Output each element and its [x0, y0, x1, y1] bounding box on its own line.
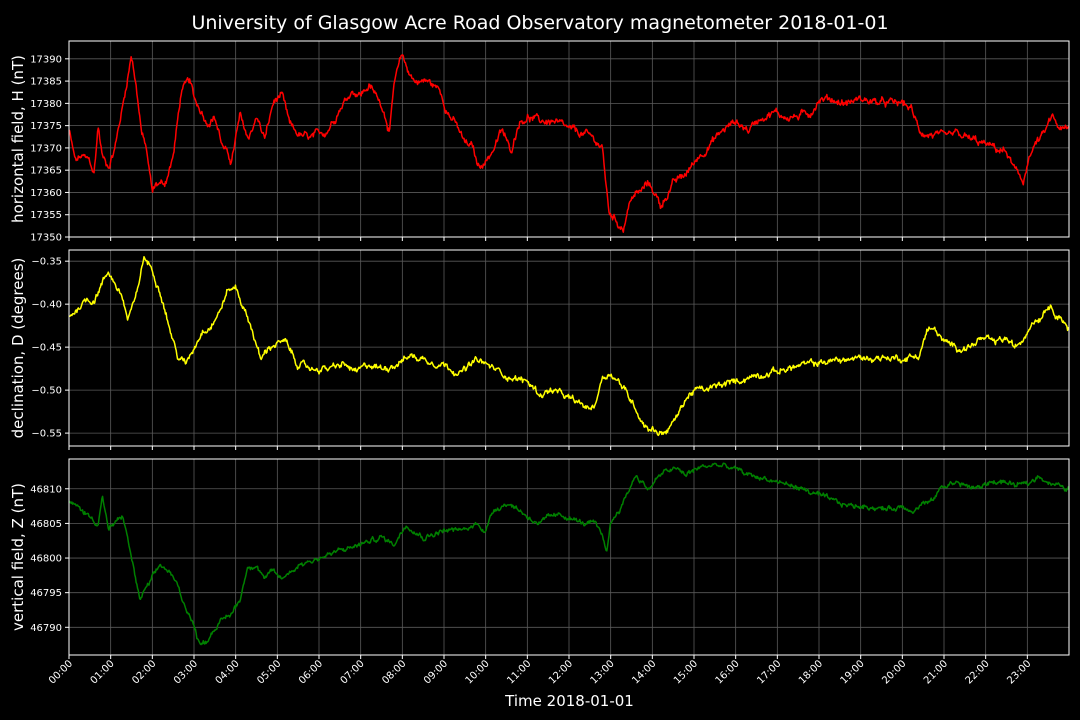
y-tick-label: 17390 — [30, 54, 62, 65]
y-tick-label: −0.35 — [31, 257, 62, 268]
panels-group: 17350 17355 17360 17365 17370 17375 17380 17385… — [9, 40, 1070, 659]
series-line-z — [69, 462, 1069, 646]
series-line-h — [69, 54, 1069, 233]
y-tick-label: 17375 — [30, 121, 62, 132]
y-axis-label: vertical field, Z (nT) — [9, 483, 27, 631]
y-tick-label: 46790 — [30, 623, 62, 634]
y-tick-label: 46795 — [30, 588, 62, 599]
panel-d: −0.55 −0.50 −0.45 −0.40 −0.35 declination, D … — [9, 249, 1070, 450]
panel-h: 17350 17355 17360 17365 17370 17375 17380 17385… — [9, 40, 1070, 244]
y-tick-label: 46805 — [30, 519, 62, 530]
y-tick-label: 17385 — [30, 77, 62, 88]
y-tick-label: 17350 — [30, 233, 62, 244]
y-axis-label: declination, D (degrees) — [9, 258, 27, 439]
series-line-d — [69, 255, 1069, 437]
y-tick-label: 46810 — [30, 484, 62, 495]
y-axis-label: horizontal field, H (nT) — [9, 55, 27, 223]
y-tick-label: 17380 — [30, 99, 62, 110]
y-tick-label: 17370 — [30, 143, 62, 154]
y-tick-label: 17355 — [30, 210, 62, 221]
y-tick-label: −0.45 — [31, 343, 62, 354]
chart-title: University of Glasgow Acre Road Observat… — [191, 12, 888, 34]
y-tick-label: 17360 — [30, 188, 62, 199]
y-tick-label: −0.55 — [31, 429, 62, 440]
x-axis-label: Time 2018-01-01 — [504, 692, 634, 710]
y-tick-label: −0.40 — [31, 300, 62, 311]
y-tick-label: 17365 — [30, 166, 62, 177]
y-tick-label: 46800 — [30, 554, 62, 565]
y-tick-label: −0.50 — [31, 386, 62, 397]
